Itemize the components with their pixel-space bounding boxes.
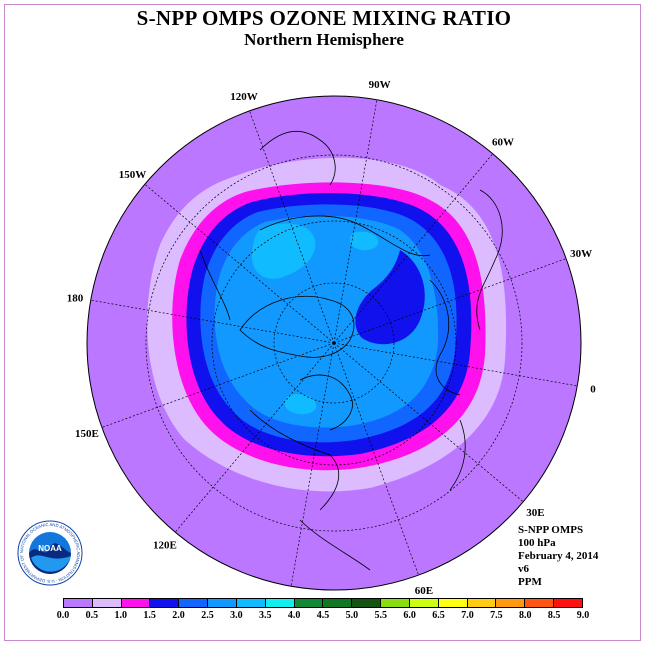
meridian-line xyxy=(333,342,578,387)
colorbar-segment xyxy=(150,599,180,607)
contour-band-3.0-c xyxy=(284,394,317,415)
info-level: 100 hPa xyxy=(518,537,556,549)
colorbar xyxy=(63,598,583,608)
colorbar-segment xyxy=(294,599,324,607)
colorbar-segment xyxy=(236,599,266,607)
longitude-label: 150E xyxy=(75,428,99,440)
colorbar-segment xyxy=(323,599,353,607)
info-version: v6 xyxy=(518,563,529,575)
longitude-label: 120E xyxy=(153,539,177,551)
map-title: S-NPP OMPS OZONE MIXING RATIO xyxy=(136,6,512,30)
graticule xyxy=(145,154,523,532)
coastlines xyxy=(199,131,503,571)
colorbar-tick-label: 1.5 xyxy=(143,610,156,621)
colorbar-segment xyxy=(467,599,497,607)
logo-text: NOAA xyxy=(38,544,62,553)
colorbar-segment xyxy=(438,599,468,607)
longitude-label: 30E xyxy=(526,507,544,519)
colorbar-tick-label: 2.0 xyxy=(172,610,185,621)
colorbar-tick-label: 6.5 xyxy=(432,610,445,621)
info-block: S-NPP OMPS 100 hPa February 4, 2014 v6 P… xyxy=(518,524,598,589)
info-instrument: S-NPP OMPS xyxy=(518,524,584,536)
colorbar-segment xyxy=(409,599,439,607)
longitude-label: 30W xyxy=(570,248,592,260)
colorbar-tick-label: 0.0 xyxy=(56,610,70,621)
colorbar-segment xyxy=(208,599,237,607)
colorbar-segment xyxy=(352,599,382,607)
colorbar-tick-label: 7.5 xyxy=(490,610,503,621)
colorbar-segment xyxy=(525,599,555,607)
colorbar-tick-label: 6.0 xyxy=(403,610,416,621)
colorbar-tick-label: 5.0 xyxy=(345,610,359,621)
colorbar-tick-label: 1.0 xyxy=(114,610,128,621)
meridian-line xyxy=(101,342,335,428)
info-date: February 4, 2014 xyxy=(518,550,599,562)
colorbar-segment xyxy=(121,599,151,607)
colorbar-tick-label: 8.5 xyxy=(547,610,561,621)
map-subtitle: Northern Hemisphere xyxy=(244,30,404,49)
meridian-line xyxy=(249,110,335,344)
colorbar-tick-label: 0.5 xyxy=(85,610,99,621)
contour-band-3.0 xyxy=(251,223,316,279)
contour-band-3.0-b xyxy=(349,231,379,251)
colorbar-tick-label: 3.0 xyxy=(230,610,243,621)
colorbar-tick-label: 3.5 xyxy=(258,610,272,621)
colorbar-tick-label: 7.0 xyxy=(461,610,474,621)
longitude-label: 60E xyxy=(415,585,433,597)
meridian-line xyxy=(333,258,567,344)
figure-frame xyxy=(4,4,641,641)
meridian-line xyxy=(333,99,378,344)
meridian-line xyxy=(174,342,335,533)
longitude-label: 150W xyxy=(119,169,147,181)
colorbar-segment xyxy=(554,599,582,607)
longitude-label: 180 xyxy=(67,292,84,304)
noaa-logo: NATIONAL OCEANIC AND ATMOSPHERIC ADMINIS… xyxy=(17,520,83,586)
longitude-label: 60W xyxy=(492,137,514,149)
colorbar-tick-label: 5.5 xyxy=(374,610,388,621)
colorbar-segment xyxy=(381,599,410,607)
colorbar-tick-label: 4.0 xyxy=(287,610,301,621)
colorbar-tick-label: 8.0 xyxy=(518,610,532,621)
colorbar-labels: 0.0 0.5 1.0 1.5 2.0 2.5 3.0 3.5 4.0 4.5 5.0 5.5 6.0 6… xyxy=(57,610,590,624)
colorbar-tick-label: 2.5 xyxy=(201,610,214,621)
colorbar-segment xyxy=(179,599,209,607)
meridian-line xyxy=(90,299,335,344)
colorbar-segment xyxy=(64,599,93,607)
meridian-line xyxy=(144,183,335,344)
meridian-line xyxy=(333,153,494,344)
longitude-label: 120W xyxy=(230,91,258,103)
colorbar-tick-label: 9.0 xyxy=(576,610,590,621)
contour-low-intrusion xyxy=(355,250,425,345)
meridian-line xyxy=(333,342,419,576)
colorbar-segment xyxy=(92,599,122,607)
info-units: PPM xyxy=(518,576,542,588)
meridian-line xyxy=(290,342,335,587)
meridian-line xyxy=(333,342,524,503)
colorbar-segment xyxy=(496,599,526,607)
longitude-label: 0 xyxy=(590,384,596,396)
longitude-label: 90W xyxy=(369,79,391,91)
meridians xyxy=(90,99,578,587)
colorbar-tick-label: 4.5 xyxy=(316,610,330,621)
colorbar-segment xyxy=(265,599,295,607)
